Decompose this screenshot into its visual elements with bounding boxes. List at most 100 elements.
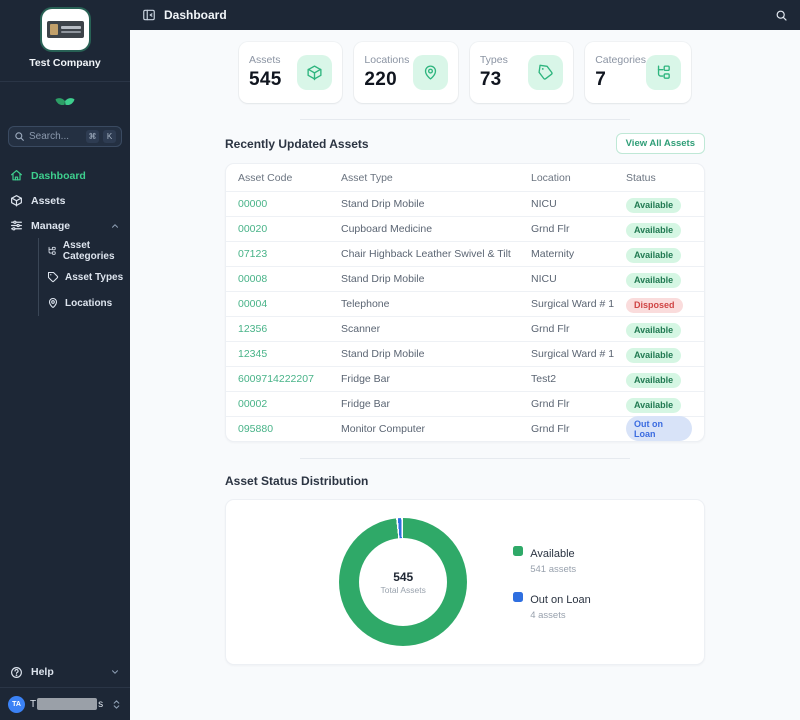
view-all-assets-button[interactable]: View All Assets: [615, 133, 705, 154]
donut-chart: 545 Total Assets: [339, 518, 468, 646]
status-badge: Out on Loan: [626, 416, 692, 441]
chevron-down-icon: [110, 667, 120, 677]
section-divider: [300, 119, 630, 120]
sidebar-item-manage[interactable]: Manage: [0, 213, 130, 238]
sidebar-item-label: Dashboard: [31, 169, 86, 182]
main-area: Dashboard Assets 545: [130, 0, 800, 720]
asset-type-cell: Stand Drip Mobile: [341, 273, 425, 285]
location-cell: Grnd Flr: [531, 423, 570, 435]
chart-section-title: Asset Status Distribution: [225, 474, 369, 488]
asset-code-link[interactable]: 00004: [238, 298, 268, 310]
chart-legend: Available 541 assets Out on Loan 4 asset…: [513, 544, 591, 621]
table-row[interactable]: 12356 Scanner Grnd Flr Available: [226, 316, 704, 341]
asset-code-link[interactable]: 12356: [238, 323, 268, 335]
asset-code-link[interactable]: 6009714222207: [238, 373, 314, 385]
status-badge: Available: [626, 372, 682, 388]
sidebar-item-label: Locations: [65, 297, 113, 309]
legend-sublabel: 4 assets: [530, 609, 566, 621]
stat-value: 7: [595, 69, 607, 90]
shortcut-k-key: K: [103, 130, 116, 143]
sidebar-item-locations[interactable]: Locations: [39, 290, 130, 316]
sidebar-toggle-icon[interactable]: [142, 8, 156, 22]
asset-code-link[interactable]: 00008: [238, 273, 268, 285]
map-pin-icon: [48, 297, 58, 309]
asset-type-cell: Telephone: [341, 298, 390, 310]
stat-card-assets: Assets 545: [239, 42, 343, 103]
help-label: Help: [31, 666, 54, 678]
tag-icon: [47, 271, 59, 283]
asset-type-cell: Fridge Bar: [341, 373, 391, 385]
sidebar-item-label: Assets: [31, 194, 66, 207]
status-badge: Available: [626, 197, 682, 213]
sidebar-nav: Dashboard Assets Manage Asset Categories: [0, 163, 130, 657]
asset-type-cell: Stand Drip Mobile: [341, 198, 425, 210]
cube-icon: [297, 55, 333, 90]
help-icon: [11, 666, 22, 678]
sidebar-item-dashboard[interactable]: Dashboard: [0, 163, 130, 188]
user-avatar: TA: [8, 695, 25, 713]
company-logo-image: [46, 21, 84, 38]
legend-swatch: [513, 591, 524, 602]
donut-center-value: 545: [393, 569, 414, 584]
table-row[interactable]: 00002 Fridge Bar Grnd Flr Available: [226, 391, 704, 416]
manage-submenu: Asset Categories Asset Types Locations: [38, 238, 130, 316]
sidebar-item-assets[interactable]: Assets: [0, 188, 130, 213]
asset-status-chart: 545 Total Assets Available 541 assets: [225, 499, 705, 665]
table-row[interactable]: 6009714222207 Fridge Bar Test2 Available: [226, 366, 704, 391]
table-row[interactable]: 00008 Stand Drip Mobile NICU Available: [226, 266, 704, 291]
column-header: Location: [531, 171, 571, 184]
table-row[interactable]: 00020 Cupboard Medicine Grnd Flr Availab…: [226, 216, 704, 241]
asset-type-cell: Fridge Bar: [341, 398, 391, 410]
stat-card-types: Types 73: [469, 42, 574, 103]
asset-code-link[interactable]: 00002: [238, 398, 268, 410]
topbar-search-button[interactable]: [775, 9, 788, 22]
table-row[interactable]: 07123 Chair Highback Leather Swivel & Ti…: [226, 241, 704, 266]
content: Assets 545 Locations 220: [130, 30, 800, 720]
search-input[interactable]: [29, 131, 82, 142]
asset-code-link[interactable]: 00000: [238, 198, 268, 210]
status-badge: Available: [626, 347, 682, 363]
location-cell: NICU: [531, 198, 557, 210]
asset-code-link[interactable]: 00020: [238, 223, 268, 235]
asset-code-link[interactable]: 095880: [238, 423, 274, 435]
legend-swatch: [513, 545, 524, 556]
status-badge: Available: [626, 272, 682, 288]
sidebar-search[interactable]: ⌘ K: [8, 126, 122, 147]
status-badge: Available: [626, 222, 682, 238]
table-row[interactable]: 095880 Monitor Computer Grnd Flr Out on …: [226, 416, 704, 441]
cube-icon: [11, 195, 22, 207]
donut-center-label: Total Assets: [380, 584, 426, 595]
location-cell: Surgical Ward # 1: [531, 298, 615, 310]
sidebar-item-label: Manage: [31, 219, 71, 232]
sidebar-divider: [0, 81, 130, 82]
sidebar: Test Company ⌘ K Dashboard Assets: [0, 0, 130, 720]
table-row[interactable]: 00000 Stand Drip Mobile NICU Available: [226, 191, 704, 216]
company-logo: [41, 9, 89, 50]
table-row[interactable]: 12345 Stand Drip Mobile Surgical Ward # …: [226, 341, 704, 366]
asset-code-link[interactable]: 07123: [238, 248, 268, 260]
assets-table: Asset Code Asset Type Location Status 00…: [225, 163, 705, 442]
location-cell: Grnd Flr: [531, 223, 570, 235]
legend-item-out-on-loan: Out on Loan 4 assets: [513, 590, 591, 621]
asset-type-cell: Cupboard Medicine: [341, 223, 433, 235]
stat-value: 73: [479, 69, 502, 90]
table-row[interactable]: 00004 Telephone Surgical Ward # 1 Dispos…: [226, 291, 704, 316]
help-button[interactable]: Help: [0, 657, 130, 687]
asset-code-link[interactable]: 12345: [238, 348, 268, 360]
sidebar-item-asset-types[interactable]: Asset Types: [39, 264, 130, 290]
asset-type-cell: Monitor Computer: [341, 423, 426, 435]
hierarchy-icon: [646, 55, 681, 90]
sidebar-item-label: Asset Types: [65, 271, 124, 283]
stat-value: 220: [364, 69, 398, 90]
location-cell: Test2: [531, 373, 557, 385]
stat-card-categories: Categories 7: [585, 42, 691, 103]
hierarchy-icon: [48, 246, 56, 255]
sidebar-item-asset-categories[interactable]: Asset Categories: [39, 238, 130, 264]
status-badge: Available: [626, 322, 682, 338]
asset-type-cell: Scanner: [341, 323, 381, 335]
location-cell: Maternity: [531, 248, 575, 260]
stat-label: Locations: [364, 54, 410, 66]
